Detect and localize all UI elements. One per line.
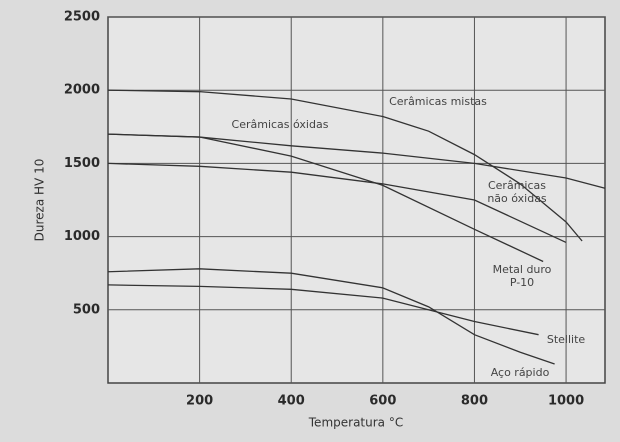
series-line: [107, 162, 567, 244]
x-tick-label: 600: [369, 394, 396, 409]
x-tick-label: 800: [461, 394, 488, 409]
y-tick-label: 500: [73, 302, 100, 317]
series-line: [107, 284, 539, 336]
series-label: Cerâmicas óxidas: [232, 118, 329, 131]
series-label: Stellite: [547, 333, 586, 346]
series-label: Cerâmicas mistas: [389, 95, 487, 108]
x-tick-label: 400: [278, 394, 305, 409]
y-tick-label: 2000: [64, 83, 100, 98]
series-line: [107, 133, 544, 263]
x-tick-label: 200: [186, 394, 213, 409]
plot-area: [107, 16, 606, 384]
series-line: [107, 268, 555, 365]
series-label: Metal duro P-10: [493, 263, 552, 289]
series-line: [107, 89, 583, 242]
x-tick-label: 1000: [548, 394, 584, 409]
y-tick-label: 1500: [64, 156, 100, 171]
y-axis-label: Dureza HV 10: [33, 159, 47, 242]
series-label: Cerâmicas não óxidas: [487, 179, 547, 205]
y-tick-label: 2500: [64, 10, 100, 25]
y-tick-label: 1000: [64, 229, 100, 244]
series-label: Aço rápido: [491, 366, 550, 379]
x-axis-label: Temperatura °C: [308, 416, 403, 430]
